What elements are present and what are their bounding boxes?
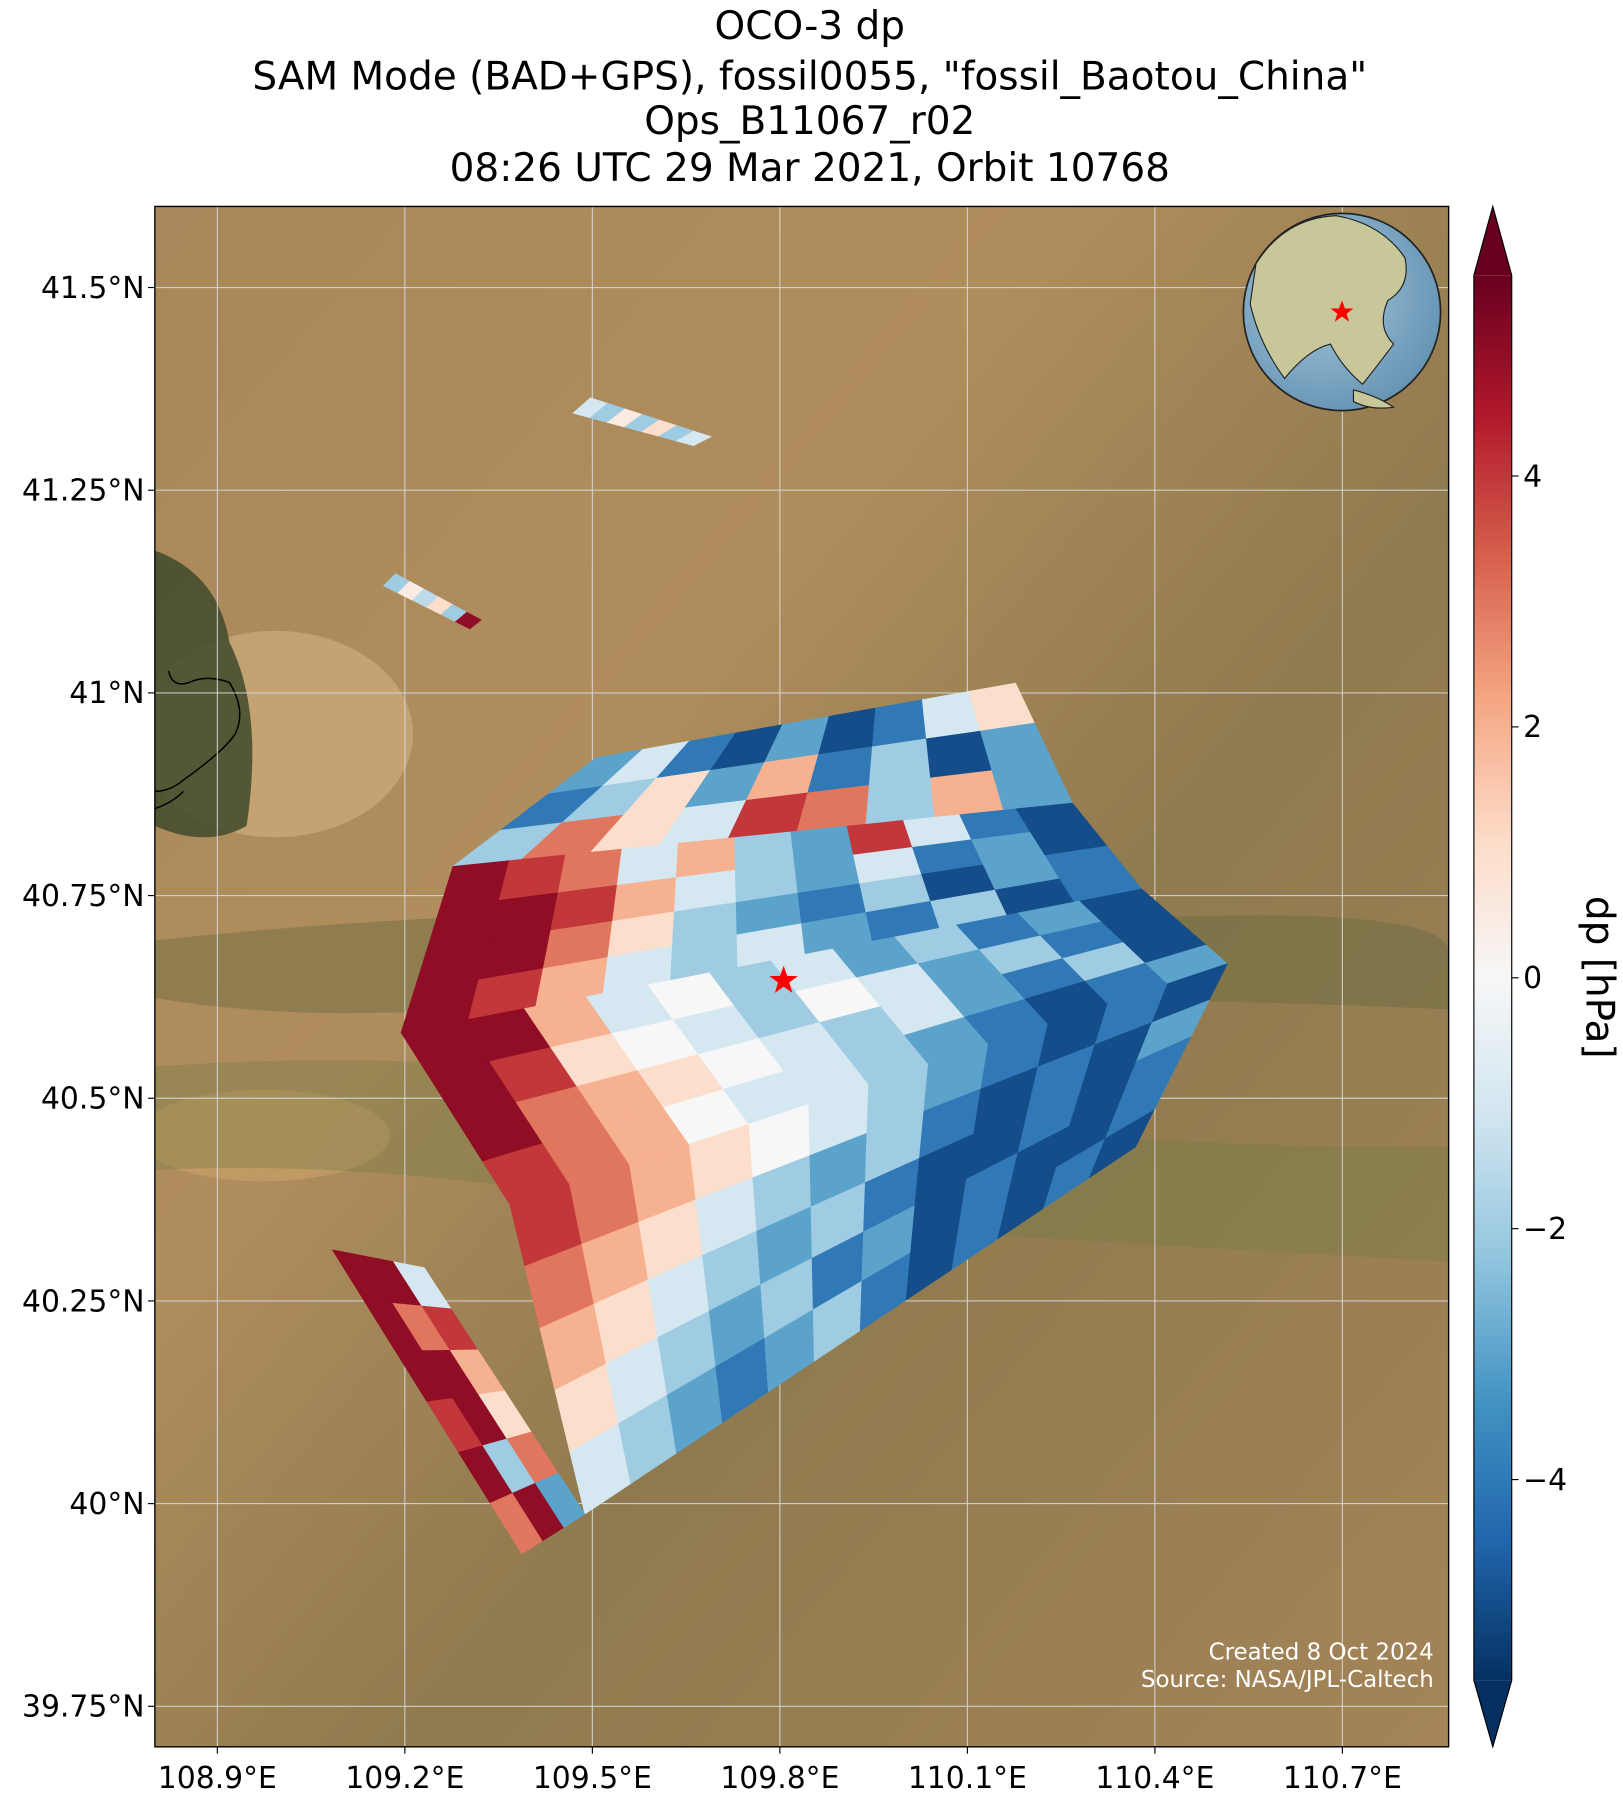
sounding [865, 777, 936, 825]
land [1352, 389, 1396, 409]
colorbar-body [1473, 275, 1512, 1681]
colorbar-tick-label: −4 [1523, 1463, 1567, 1498]
x-tick-label: 110.1°E [908, 1761, 1027, 1795]
globe-inset [1242, 212, 1442, 412]
credit: Source: NASA/JPL-Caltech [1141, 1667, 1434, 1693]
subtitle: 08:26 UTC 29 Mar 2021, Orbit 10768 [450, 146, 1170, 191]
y-tick-label: 40.5°N [41, 1082, 145, 1117]
colorbar-tick-label: 4 [1523, 459, 1542, 494]
land [1249, 215, 1407, 386]
sounding [534, 1472, 586, 1528]
colorbar-extend-max [1473, 206, 1512, 276]
x-tick-label: 109.5°E [533, 1761, 652, 1795]
desert [154, 1089, 390, 1182]
y-tick-label: 40.25°N [22, 1284, 145, 1319]
y-tick-label: 41.5°N [41, 271, 145, 306]
sounding [1088, 1109, 1155, 1179]
colorbar-label: dp [hPa] [1576, 896, 1621, 1059]
target-marker [769, 965, 798, 993]
coastline [154, 790, 185, 810]
colorbar-tick-label: −2 [1523, 1212, 1567, 1247]
sounding [930, 770, 1005, 818]
y-tick-label: 39.75°N [22, 1690, 145, 1725]
sounding [868, 738, 931, 786]
colorbar: −4 −2 0 2 4 [1473, 204, 1567, 1749]
coastline [154, 670, 241, 793]
x-tick-label: 110.4°E [1095, 1761, 1214, 1795]
colorbar-extend-min [1473, 1680, 1512, 1747]
subtitle: SAM Mode (BAD+GPS), fossil0055, "fossil_… [252, 54, 1367, 99]
credit: Created 8 Oct 2024 [1209, 1640, 1434, 1666]
sounding [675, 430, 713, 446]
x-tick-label: 109.8°E [720, 1761, 839, 1795]
globe-star [1330, 300, 1354, 322]
y-tick-label: 40°N [69, 1487, 144, 1522]
frame [154, 205, 1450, 1748]
sounding [454, 611, 482, 630]
y-tick-label: 41°N [69, 676, 144, 711]
title: OCO-3 dp [715, 4, 905, 49]
subtitle: Ops_B11067_r02 [644, 99, 975, 144]
colorbar-tick-label: 0 [1523, 961, 1542, 996]
soundings [331, 397, 1229, 1555]
x-tick-label: 110.7°E [1283, 1761, 1402, 1795]
colorbar-tick-label: 2 [1523, 710, 1542, 745]
colorbar-outline [1473, 204, 1513, 1749]
y-tick-label: 40.75°N [22, 879, 145, 914]
y-tick-label: 41.25°N [22, 474, 145, 509]
x-tick-label: 109.2°E [345, 1761, 464, 1795]
vegetation [154, 550, 253, 838]
x-tick-label: 108.9°E [158, 1761, 277, 1795]
